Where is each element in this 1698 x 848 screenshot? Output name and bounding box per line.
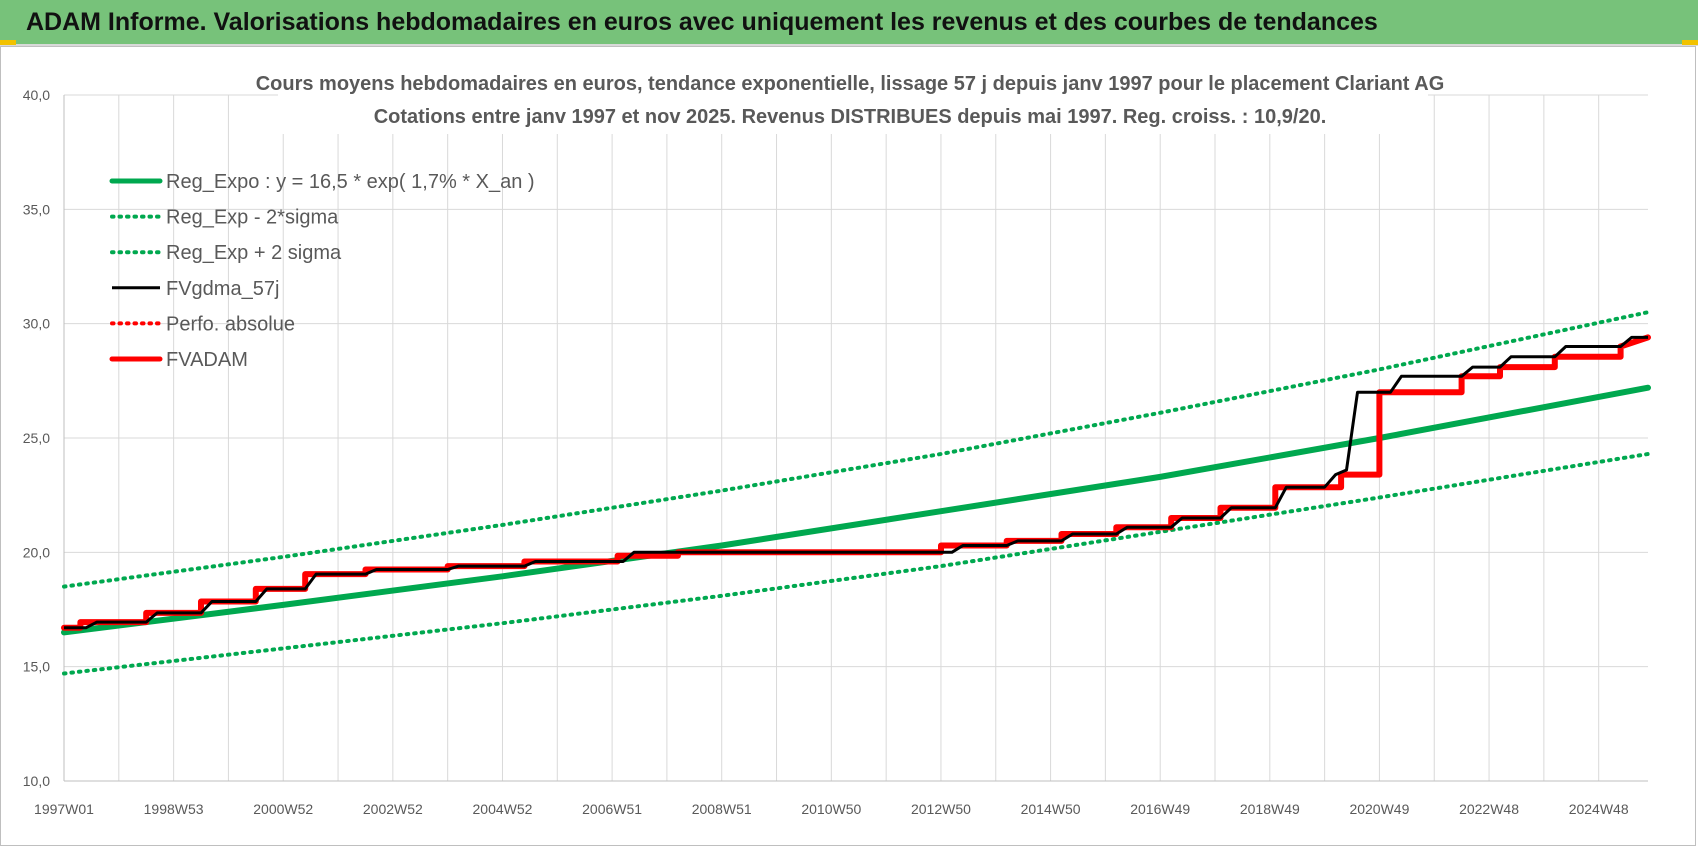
x-tick-label: 2006W51 — [582, 801, 642, 817]
legend-label-2: Reg_Exp + 2 sigma — [166, 242, 342, 264]
x-tick-label: 2012W50 — [911, 801, 971, 817]
y-tick-label: 20,0 — [23, 544, 50, 560]
x-tick-label: 1997W01 — [34, 801, 94, 817]
legend-label-3: FVgdma_57j — [166, 278, 279, 300]
x-tick-label: 2020W49 — [1349, 801, 1409, 817]
x-tick-label: 2018W49 — [1240, 801, 1300, 817]
x-tick-label: 2022W48 — [1459, 801, 1519, 817]
title-backdrop — [278, 64, 1428, 134]
x-tick-label: 2014W50 — [1021, 801, 1081, 817]
legend-label-4: Perfo. absolue — [166, 313, 295, 335]
x-tick-label: 2024W48 — [1569, 801, 1629, 817]
series-line-5 — [61, 334, 1651, 631]
x-tick-label: 1998W53 — [144, 801, 204, 817]
report-header: ADAM Informe. Valorisations hebdomadaire… — [0, 0, 1698, 46]
y-tick-label: 40,0 — [23, 87, 50, 103]
y-tick-label: 35,0 — [23, 201, 50, 217]
report-title: ADAM Informe. Valorisations hebdomadaire… — [26, 8, 1378, 36]
corner-mark-right — [1682, 40, 1698, 45]
legend-label-1: Reg_Exp - 2*sigma — [166, 207, 339, 229]
chart-area — [0, 46, 1696, 846]
series-line-0 — [61, 384, 1651, 636]
x-tick-label: 2008W51 — [692, 801, 752, 817]
legend-label-5: FVADAM — [166, 349, 248, 371]
corner-mark-left — [0, 40, 16, 45]
series-line-3 — [64, 335, 1648, 630]
series-line-1 — [62, 452, 1650, 676]
y-tick-label: 15,0 — [23, 659, 50, 675]
x-tick-label: 2010W50 — [801, 801, 861, 817]
series-line-2 — [62, 310, 1650, 589]
x-tick-label: 2016W49 — [1130, 801, 1190, 817]
y-tick-label: 25,0 — [23, 430, 50, 446]
legend-label-0: Reg_Expo : y = 16,5 * exp( 1,7% * X_an ) — [166, 171, 535, 193]
y-tick-label: 30,0 — [23, 316, 50, 332]
chart-title: Cours moyens hebdomadaires en euros, ten… — [256, 73, 1445, 95]
chart-subtitle: Cotations entre janv 1997 et nov 2025. R… — [374, 106, 1327, 128]
x-tick-label: 2000W52 — [253, 801, 313, 817]
x-tick-label: 2002W52 — [363, 801, 423, 817]
x-tick-label: 2004W52 — [473, 801, 533, 817]
y-tick-label: 10,0 — [23, 773, 50, 789]
